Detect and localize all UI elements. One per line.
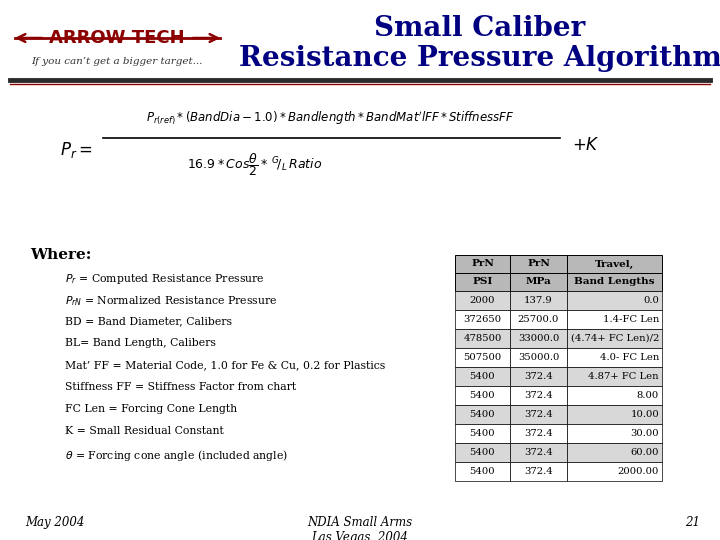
Bar [567, 348, 662, 367]
Bar [510, 348, 567, 367]
Text: FC Len = Forcing Cone Length: FC Len = Forcing Cone Length [65, 404, 237, 414]
Bar [567, 291, 662, 310]
Text: 1.4-FC Len: 1.4-FC Len [603, 315, 659, 324]
Bar [567, 462, 662, 481]
Text: $\theta$ = Forcing cone angle (included angle): $\theta$ = Forcing cone angle (included … [65, 448, 288, 463]
Text: 5400: 5400 [469, 429, 495, 438]
Text: PrN: PrN [471, 260, 494, 268]
Text: 30.00: 30.00 [631, 429, 659, 438]
Bar [567, 386, 662, 405]
Bar [455, 386, 510, 405]
Text: NDIA Small Arms
Las Vegas, 2004: NDIA Small Arms Las Vegas, 2004 [307, 516, 413, 540]
Bar [510, 273, 567, 291]
Text: K = Small Residual Constant: K = Small Residual Constant [65, 426, 224, 436]
Bar [510, 386, 567, 405]
Text: 8.00: 8.00 [636, 391, 659, 400]
Text: $P_r$ = Computed Resistance Pressure: $P_r$ = Computed Resistance Pressure [65, 272, 265, 286]
Text: 507500: 507500 [464, 353, 502, 362]
Text: May 2004: May 2004 [25, 516, 84, 529]
Bar [455, 329, 510, 348]
Bar [455, 273, 510, 291]
Text: PrN: PrN [527, 260, 550, 268]
Bar [455, 424, 510, 443]
Bar [567, 443, 662, 462]
Bar [567, 405, 662, 424]
Text: $P_r =$: $P_r =$ [60, 140, 93, 160]
Text: If you can’t get a bigger target...: If you can’t get a bigger target... [31, 57, 203, 66]
Text: MPa: MPa [526, 278, 552, 287]
Text: 372.4: 372.4 [524, 467, 553, 476]
Text: 25700.0: 25700.0 [518, 315, 559, 324]
Bar [567, 367, 662, 386]
Bar [567, 255, 662, 273]
Bar [510, 405, 567, 424]
Text: Travel,: Travel, [595, 260, 634, 268]
Bar [510, 255, 567, 273]
Text: $P_{r(ref)}*(BandDia-1.0)*Bandlength*BandMat'lFF*StiffnessFF$: $P_{r(ref)}*(BandDia-1.0)*Bandlength*Ban… [145, 109, 514, 127]
Bar [455, 367, 510, 386]
Bar [455, 443, 510, 462]
Text: 35000.0: 35000.0 [518, 353, 559, 362]
Text: BL= Band Length, Calibers: BL= Band Length, Calibers [65, 338, 216, 348]
Text: Band Lengths: Band Lengths [575, 278, 654, 287]
Text: 5400: 5400 [469, 448, 495, 457]
Text: $16.9*Cos\dfrac{\theta}{2}*\,^{G}\!/_{L}\,Ratio$: $16.9*Cos\dfrac{\theta}{2}*\,^{G}\!/_{L}… [187, 152, 323, 178]
Bar [510, 443, 567, 462]
Text: 372.4: 372.4 [524, 372, 553, 381]
Text: ARROW TECH: ARROW TECH [49, 29, 185, 47]
Text: Stiffness FF = Stiffness Factor from chart: Stiffness FF = Stiffness Factor from cha… [65, 382, 296, 392]
Text: 33000.0: 33000.0 [518, 334, 559, 343]
Bar [510, 310, 567, 329]
Text: 0.0: 0.0 [643, 296, 659, 305]
Bar [567, 424, 662, 443]
Text: 5400: 5400 [469, 410, 495, 419]
Text: 478500: 478500 [463, 334, 502, 343]
Text: Small Caliber: Small Caliber [374, 15, 585, 42]
Text: 372.4: 372.4 [524, 429, 553, 438]
Text: 372.4: 372.4 [524, 410, 553, 419]
Text: BD = Band Diameter, Calibers: BD = Band Diameter, Calibers [65, 316, 232, 326]
Bar [510, 424, 567, 443]
Text: 372.4: 372.4 [524, 391, 553, 400]
Bar [455, 310, 510, 329]
Text: 5400: 5400 [469, 391, 495, 400]
Text: 372650: 372650 [464, 315, 502, 324]
Bar [455, 348, 510, 367]
Text: PSI: PSI [472, 278, 492, 287]
Text: $P_{rN}$ = Normalized Resistance Pressure: $P_{rN}$ = Normalized Resistance Pressur… [65, 294, 278, 308]
Text: 372.4: 372.4 [524, 448, 553, 457]
Bar [567, 273, 662, 291]
Bar [455, 255, 510, 273]
Text: Mat’ FF = Material Code, 1.0 for Fe & Cu, 0.2 for Plastics: Mat’ FF = Material Code, 1.0 for Fe & Cu… [65, 360, 385, 370]
Bar [510, 462, 567, 481]
Bar [567, 329, 662, 348]
Text: 60.00: 60.00 [631, 448, 659, 457]
Bar [567, 310, 662, 329]
Bar [510, 367, 567, 386]
Text: 10.00: 10.00 [630, 410, 659, 419]
Text: Resistance Pressure Algorithm: Resistance Pressure Algorithm [238, 44, 720, 71]
Text: Where:: Where: [30, 248, 91, 262]
Bar [455, 291, 510, 310]
Text: 2000: 2000 [469, 296, 495, 305]
Text: (4.74+ FC Len)/2: (4.74+ FC Len)/2 [571, 334, 659, 343]
Text: 4.87+ FC Len: 4.87+ FC Len [588, 372, 659, 381]
Text: 4.0- FC Len: 4.0- FC Len [600, 353, 659, 362]
Text: 2000.00: 2000.00 [618, 467, 659, 476]
Text: 5400: 5400 [469, 372, 495, 381]
Text: 5400: 5400 [469, 467, 495, 476]
Text: 21: 21 [685, 516, 700, 529]
Bar [510, 329, 567, 348]
Text: 137.9: 137.9 [524, 296, 553, 305]
Text: $+ K$: $+ K$ [572, 137, 600, 153]
Bar [455, 405, 510, 424]
Bar [455, 462, 510, 481]
Bar [510, 291, 567, 310]
